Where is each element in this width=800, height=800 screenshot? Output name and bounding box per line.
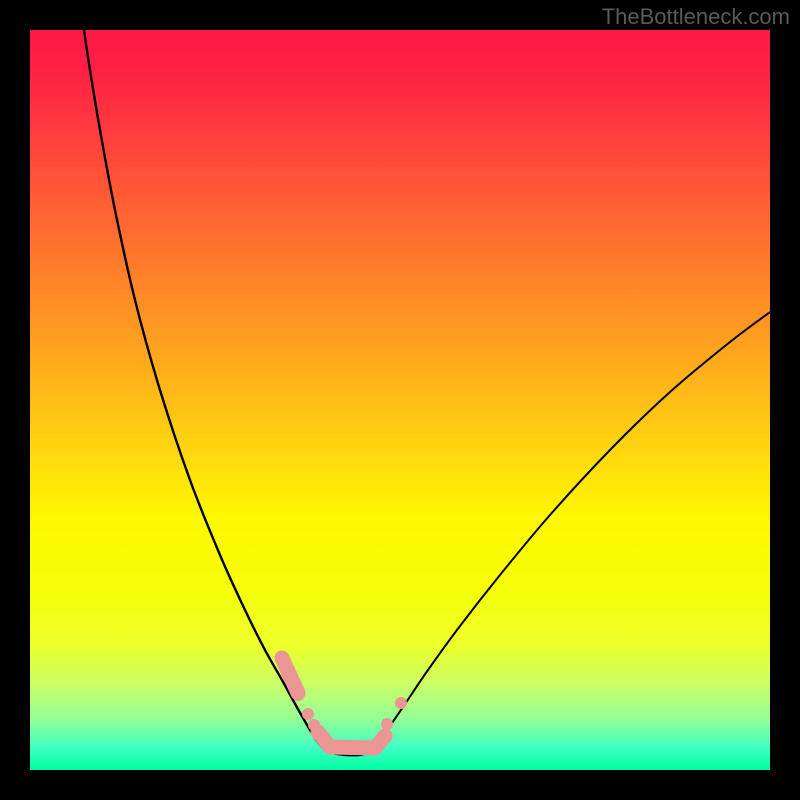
marker-dot	[302, 708, 314, 720]
marker-dot	[381, 718, 393, 730]
marker-capsule	[282, 658, 298, 693]
marker-dot	[308, 719, 320, 731]
marker-layer	[30, 30, 770, 770]
marker-dot	[292, 689, 304, 701]
watermark-label: TheBottleneck.com	[602, 4, 790, 30]
marker-dot	[395, 697, 407, 709]
chart-container: TheBottleneck.com	[0, 0, 800, 800]
plot-area	[30, 30, 770, 770]
marker-capsule	[375, 736, 385, 748]
